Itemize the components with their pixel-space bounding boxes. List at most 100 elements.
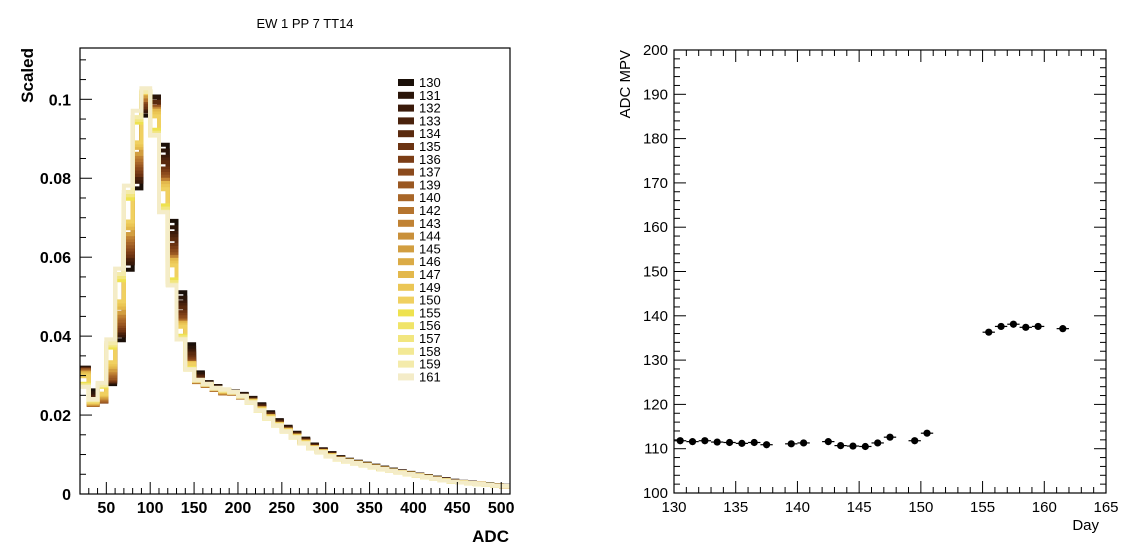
legend-swatch-139 bbox=[398, 181, 414, 189]
data-point-9 bbox=[800, 439, 808, 447]
legend-label-139: 139 bbox=[419, 177, 441, 192]
series-line-130 bbox=[80, 94, 510, 488]
data-point-3 bbox=[713, 438, 721, 446]
legend-swatch-144 bbox=[398, 232, 414, 240]
data-point-0 bbox=[676, 437, 684, 445]
legend-label-130: 130 bbox=[419, 75, 441, 90]
series-line-145 bbox=[80, 94, 510, 489]
legend-swatch-146 bbox=[398, 258, 414, 266]
legend-swatch-149 bbox=[398, 283, 414, 291]
legend-label-147: 147 bbox=[419, 267, 441, 282]
left-y-tick-label-0: 0 bbox=[62, 487, 71, 504]
legend-swatch-158 bbox=[398, 347, 414, 355]
series-line-137 bbox=[80, 100, 510, 489]
left-x-tick-label-350: 350 bbox=[356, 500, 383, 517]
legend-label-143: 143 bbox=[419, 216, 441, 231]
legend-label-144: 144 bbox=[419, 229, 441, 244]
data-point-23 bbox=[1059, 325, 1067, 333]
data-point-14 bbox=[874, 439, 882, 447]
right-y-tick-label-190: 190 bbox=[643, 86, 668, 103]
left-plot-frame bbox=[79, 47, 511, 495]
series-line-140 bbox=[80, 97, 510, 489]
series-line-131 bbox=[80, 95, 510, 488]
right-x-axis-label: Day bbox=[1072, 517, 1099, 534]
data-point-11 bbox=[837, 441, 845, 450]
legend-swatch-133 bbox=[398, 117, 414, 125]
right-y-axis-label: ADC MPV bbox=[617, 50, 634, 118]
legend-swatch-131 bbox=[398, 91, 414, 99]
left-x-tick-label-50: 50 bbox=[97, 500, 115, 517]
legend-label-134: 134 bbox=[419, 126, 441, 141]
left-x-tick-label-400: 400 bbox=[400, 500, 427, 517]
left-axes: 50 100 150 200 250 300 350 400 450 500 0 0.02 0.04 0.… bbox=[40, 59, 515, 517]
left-x-axis-label: ADC bbox=[472, 527, 509, 546]
right-x-tick-label-160: 160 bbox=[1032, 499, 1057, 516]
data-point-21 bbox=[1022, 323, 1030, 331]
legend-label-135: 135 bbox=[419, 139, 441, 154]
mpv-points-group bbox=[674, 320, 1069, 451]
left-y-axis-label: Scaled bbox=[18, 48, 37, 103]
series-line-161 bbox=[80, 86, 510, 488]
right-y-tick-label-160: 160 bbox=[643, 219, 668, 236]
right-y-tick-label-200: 200 bbox=[643, 42, 668, 59]
legend-label-136: 136 bbox=[419, 152, 441, 167]
series-line-155 bbox=[80, 89, 510, 488]
legend-swatch-145 bbox=[398, 245, 414, 253]
series-line-133 bbox=[80, 99, 510, 488]
right-x-tick-label-150: 150 bbox=[908, 499, 933, 516]
right-y-tick-label-110: 110 bbox=[644, 441, 668, 458]
right-plot-frame bbox=[673, 49, 1107, 494]
right-y-tick-label-120: 120 bbox=[643, 396, 668, 413]
right-x-tick-label-165: 165 bbox=[1093, 499, 1118, 516]
series-line-159 bbox=[80, 89, 510, 488]
legend-label-146: 146 bbox=[419, 254, 441, 269]
legend-label-149: 149 bbox=[419, 280, 441, 295]
series-line-132 bbox=[80, 99, 510, 488]
data-point-20 bbox=[1009, 320, 1018, 328]
legend-label-142: 142 bbox=[419, 203, 441, 218]
legend-label-145: 145 bbox=[419, 241, 441, 256]
data-point-18 bbox=[985, 328, 993, 336]
histogram-series-group bbox=[80, 86, 510, 489]
series-line-144 bbox=[80, 94, 510, 489]
legend-label-158: 158 bbox=[419, 344, 441, 359]
data-point-6 bbox=[750, 438, 758, 447]
left-x-tick-label-200: 200 bbox=[225, 500, 252, 517]
legend-label-159: 159 bbox=[419, 357, 441, 372]
legend-label-131: 131 bbox=[419, 88, 441, 103]
legend-swatch-156 bbox=[398, 322, 414, 330]
left-y-tick-label-0.06: 0.06 bbox=[40, 250, 71, 267]
left-x-tick-label-500: 500 bbox=[488, 500, 515, 517]
data-point-16 bbox=[911, 437, 919, 445]
data-point-7 bbox=[762, 441, 771, 449]
series-line-135 bbox=[80, 104, 510, 489]
legend-swatch-134 bbox=[398, 130, 414, 138]
legend-label-140: 140 bbox=[419, 190, 441, 205]
legend-label-133: 133 bbox=[419, 113, 441, 128]
legend-swatch-161 bbox=[398, 373, 414, 381]
series-line-147 bbox=[80, 90, 510, 489]
data-point-17 bbox=[923, 429, 931, 437]
right-x-tick-label-140: 140 bbox=[785, 499, 810, 516]
data-point-13 bbox=[861, 442, 869, 451]
left-x-tick-label-450: 450 bbox=[444, 500, 471, 517]
right-axes: 130 135 140 145 150 155 160 165 100 110 120 130 140 1… bbox=[643, 42, 1119, 516]
legend-swatch-142 bbox=[398, 207, 414, 214]
series-line-134 bbox=[80, 100, 510, 489]
series-line-150 bbox=[80, 91, 510, 489]
data-point-15 bbox=[886, 433, 894, 441]
right-y-tick-label-150: 150 bbox=[643, 264, 668, 281]
data-point-10 bbox=[824, 438, 832, 446]
series-line-142 bbox=[80, 98, 510, 489]
right-y-tick-label-170: 170 bbox=[643, 175, 668, 192]
legend-swatch-140 bbox=[398, 194, 414, 202]
legend-label-150: 150 bbox=[419, 293, 441, 308]
series-line-139 bbox=[80, 97, 510, 489]
legend-swatch-135 bbox=[398, 143, 414, 150]
data-point-8 bbox=[787, 440, 795, 448]
right-x-tick-label-155: 155 bbox=[970, 499, 995, 516]
data-point-2 bbox=[701, 437, 709, 445]
left-chart: EW 1 PP 7 TT14 1301311321331341351361371… bbox=[18, 16, 515, 546]
data-point-4 bbox=[725, 438, 734, 447]
legend-swatch-147 bbox=[398, 271, 414, 278]
